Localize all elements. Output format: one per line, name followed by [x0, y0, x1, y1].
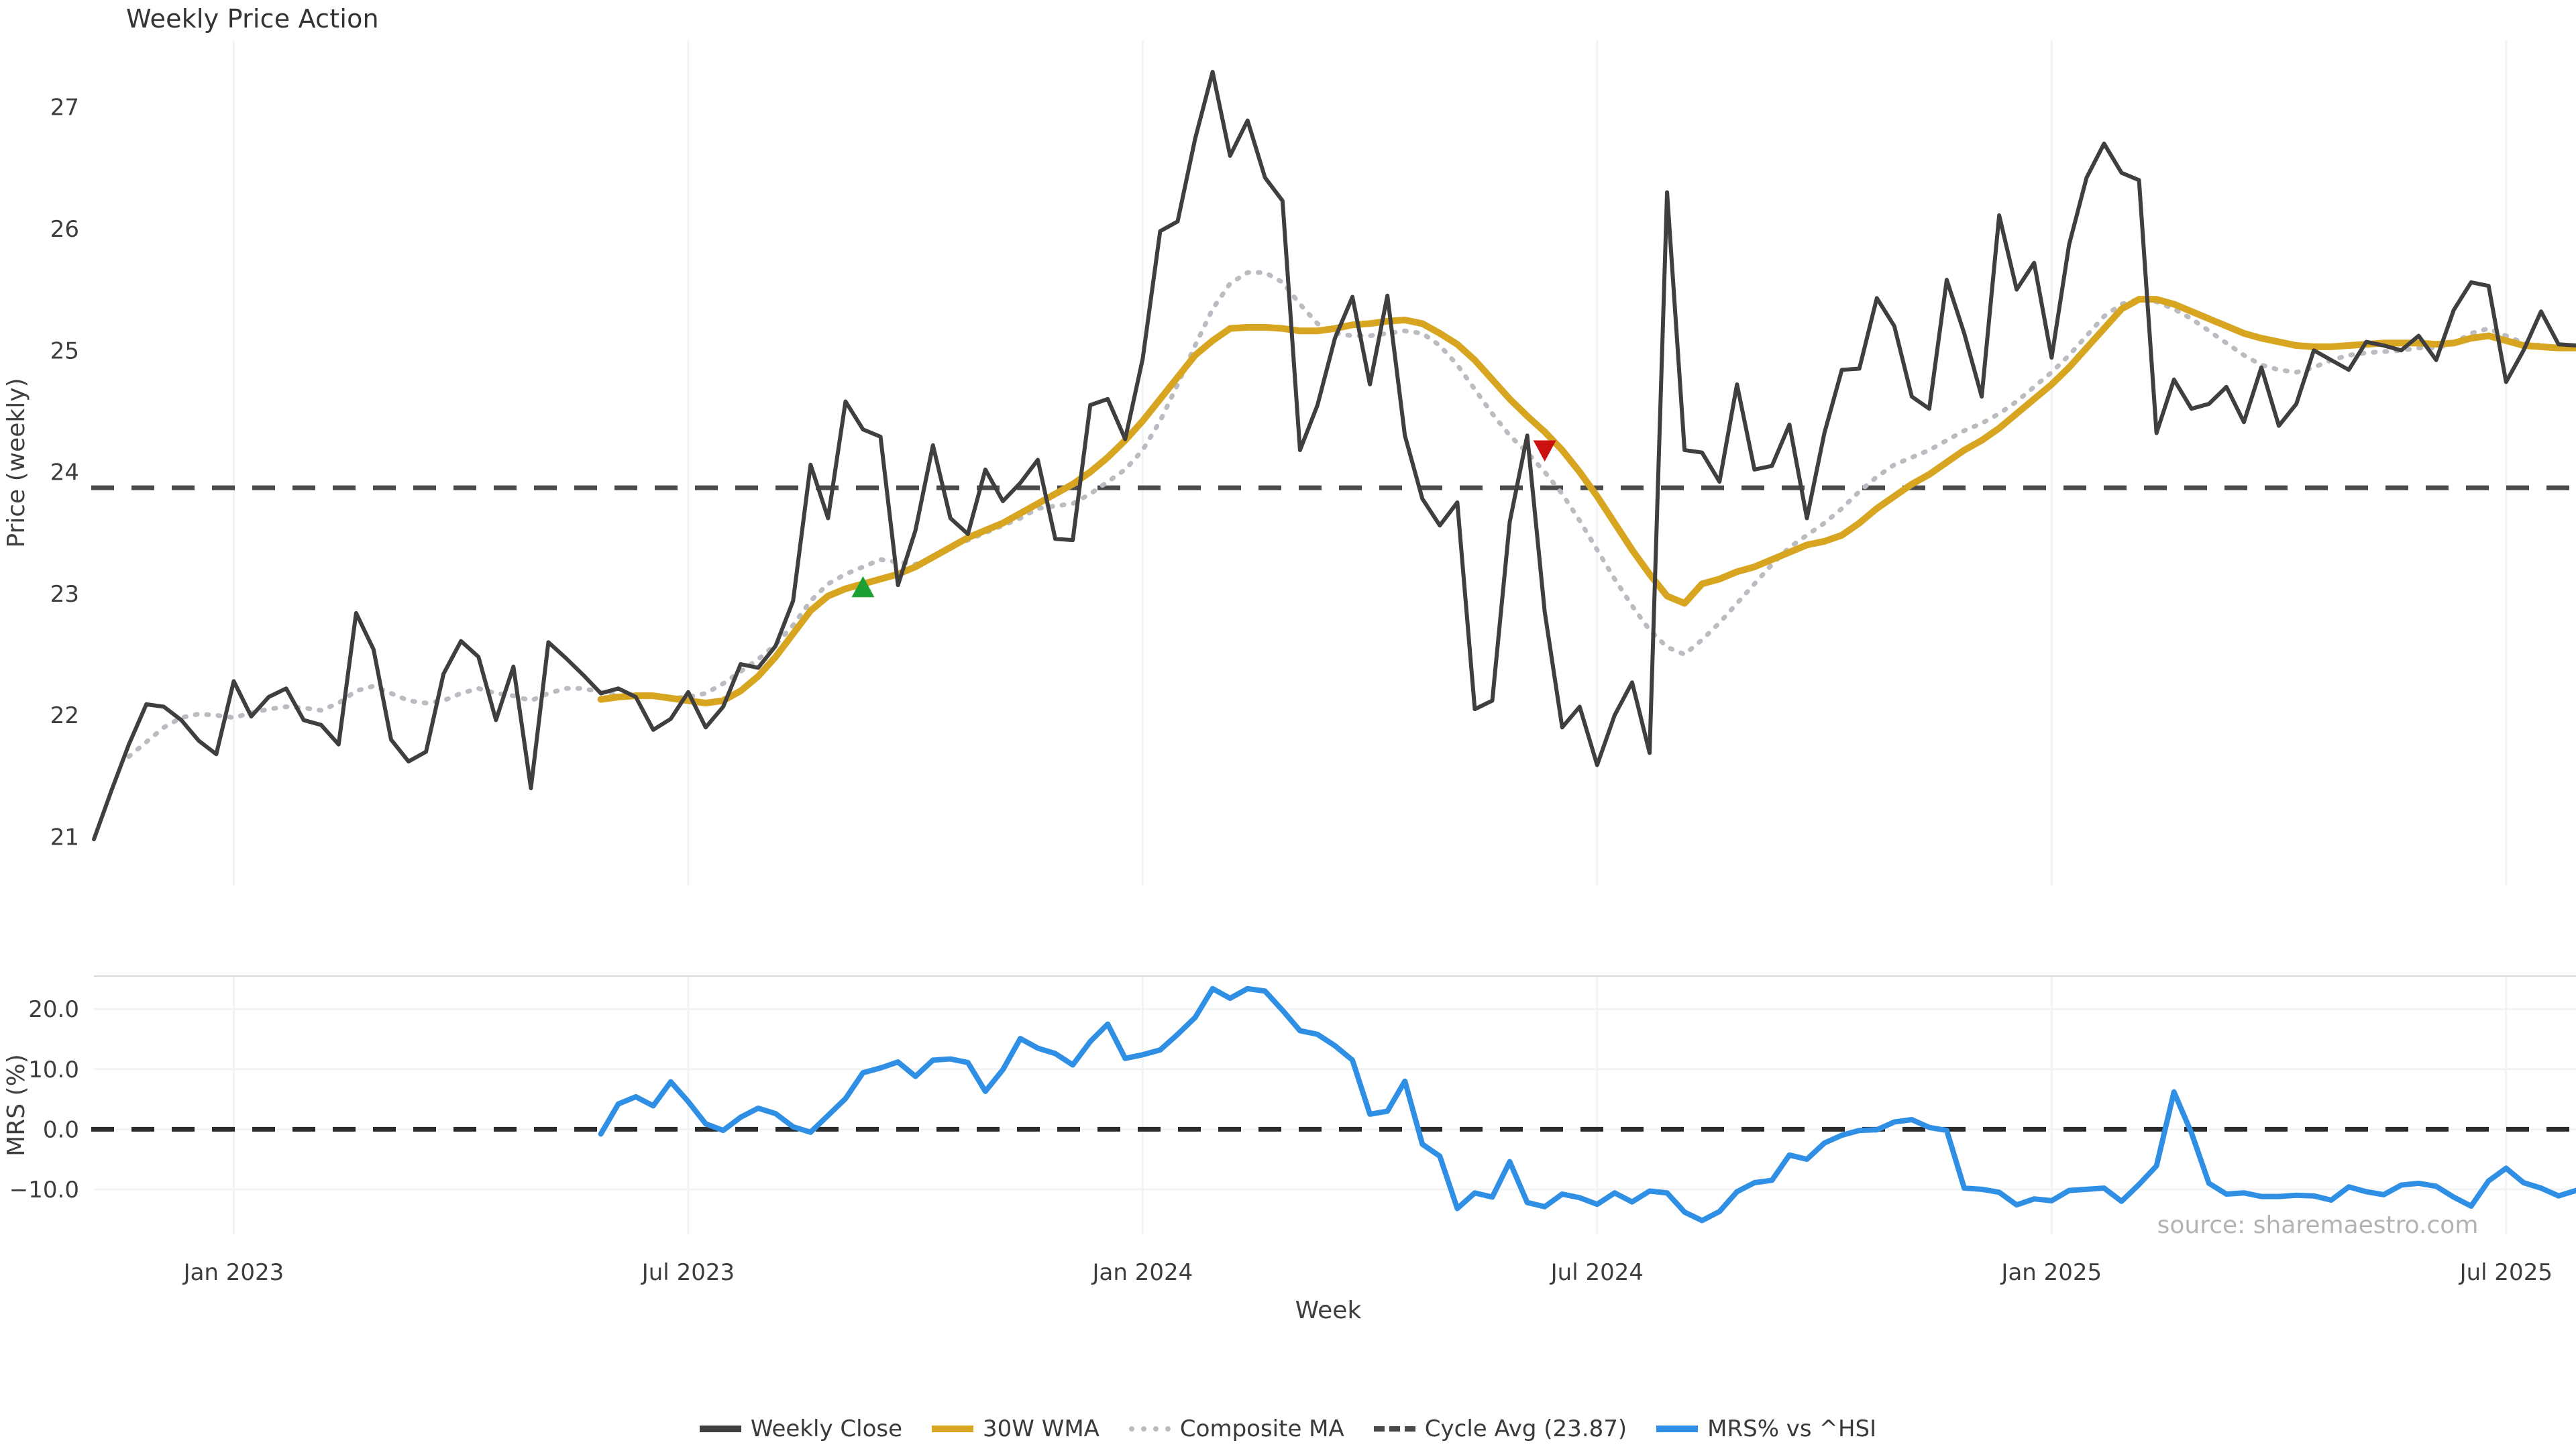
- mrs-ytick-label: 0.0: [43, 1116, 79, 1143]
- price-ytick-label: 24: [50, 460, 79, 486]
- legend-label: Weekly Close: [750, 1415, 903, 1442]
- legend-label: Composite MA: [1179, 1415, 1344, 1442]
- mrs-axis-title: MRS (%): [3, 1054, 30, 1157]
- legend-swatch-dashed: [1373, 1426, 1415, 1432]
- legend-swatch-solid: [932, 1426, 974, 1432]
- legend-item[interactable]: Cycle Avg (23.87): [1373, 1415, 1627, 1442]
- page-title: Weekly Price Action: [126, 4, 379, 34]
- week-axis-title: Week: [1295, 1297, 1362, 1324]
- price-axis-title: Price (weekly): [3, 378, 30, 547]
- price-ytick-label: 21: [50, 824, 79, 851]
- mrs-ytick-label: −10.0: [9, 1177, 79, 1203]
- legend-label: Cycle Avg (23.87): [1424, 1415, 1627, 1442]
- price-ytick-label: 22: [50, 702, 79, 729]
- xtick-label: Jul 2024: [1550, 1259, 1644, 1286]
- xtick-label: Jan 2024: [1091, 1259, 1193, 1286]
- xtick-label: Jul 2025: [2459, 1259, 2553, 1286]
- legend-item[interactable]: Composite MA: [1128, 1415, 1344, 1442]
- xtick-label: Jul 2023: [641, 1259, 735, 1286]
- legend-swatch-dotted: [1128, 1426, 1171, 1432]
- chart-legend: Weekly Close 30W WMA Composite MA Cycle Avg…: [0, 1409, 2576, 1449]
- legend-label: MRS% vs ^HSI: [1707, 1415, 1877, 1442]
- weekly-close-line: [92, 70, 2576, 842]
- legend-item[interactable]: MRS% vs ^HSI: [1656, 1415, 1876, 1442]
- legend-swatch-solid: [1656, 1426, 1699, 1432]
- legend-label: 30W WMA: [983, 1415, 1099, 1442]
- buy-marker[interactable]: [851, 576, 875, 598]
- price-ytick-label: 25: [50, 337, 79, 364]
- wma-line: [597, 296, 2576, 707]
- xtick-label: Jan 2025: [2000, 1259, 2102, 1286]
- sell-marker[interactable]: [1533, 440, 1556, 462]
- price-ytick-label: 23: [50, 581, 79, 608]
- composite-ma-line: [126, 270, 2576, 759]
- mrs-ytick-label: 20.0: [28, 996, 79, 1023]
- price-ytick-label: 27: [50, 95, 79, 121]
- legend-item[interactable]: 30W WMA: [932, 1415, 1099, 1442]
- source-watermark: source: sharemaestro.com: [2157, 1212, 2479, 1239]
- mrs-ytick-label: 10.0: [28, 1057, 79, 1083]
- price-ytick-label: 26: [50, 216, 79, 243]
- xtick-label: Jan 2023: [182, 1259, 284, 1286]
- legend-item[interactable]: Weekly Close: [699, 1415, 903, 1442]
- mrs-line: [598, 985, 2576, 1224]
- legend-swatch-solid: [699, 1426, 741, 1432]
